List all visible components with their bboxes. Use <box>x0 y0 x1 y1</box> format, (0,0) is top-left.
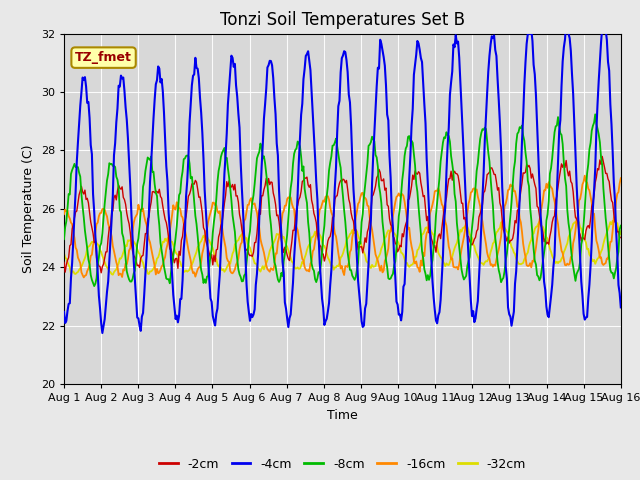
Legend: -2cm, -4cm, -8cm, -16cm, -32cm: -2cm, -4cm, -8cm, -16cm, -32cm <box>154 453 531 476</box>
Text: TZ_fmet: TZ_fmet <box>75 51 132 64</box>
X-axis label: Time: Time <box>327 408 358 421</box>
Title: Tonzi Soil Temperatures Set B: Tonzi Soil Temperatures Set B <box>220 11 465 29</box>
Y-axis label: Soil Temperature (C): Soil Temperature (C) <box>22 144 35 273</box>
